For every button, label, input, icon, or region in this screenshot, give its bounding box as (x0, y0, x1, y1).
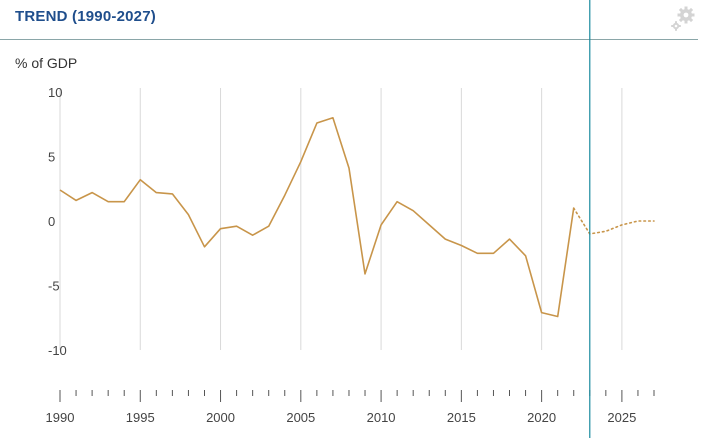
x-tick-label: 2000 (206, 410, 235, 425)
y-axis-label: % of GDP (15, 55, 78, 71)
y-tick-label: -10 (48, 343, 67, 358)
x-tick-label: 2005 (286, 410, 315, 425)
historical-series-line (59, 117, 575, 318)
y-tick-label: 5 (48, 150, 55, 165)
x-tick-label: 2025 (607, 410, 636, 425)
y-tick-label: 10 (48, 85, 62, 100)
x-tick-label: 1995 (126, 410, 155, 425)
gear-icon[interactable] (668, 4, 698, 34)
x-tick-label: 1990 (46, 410, 75, 425)
x-tick-label: 2010 (367, 410, 396, 425)
x-tick-label: 2020 (527, 410, 556, 425)
x-tick-label: 2015 (447, 410, 476, 425)
panel-title: TREND (1990-2027) (15, 8, 156, 25)
y-tick-label: -5 (48, 279, 60, 294)
header-divider (0, 39, 698, 40)
forecast-series-line (572, 207, 655, 235)
y-tick-label: 0 (48, 214, 55, 229)
